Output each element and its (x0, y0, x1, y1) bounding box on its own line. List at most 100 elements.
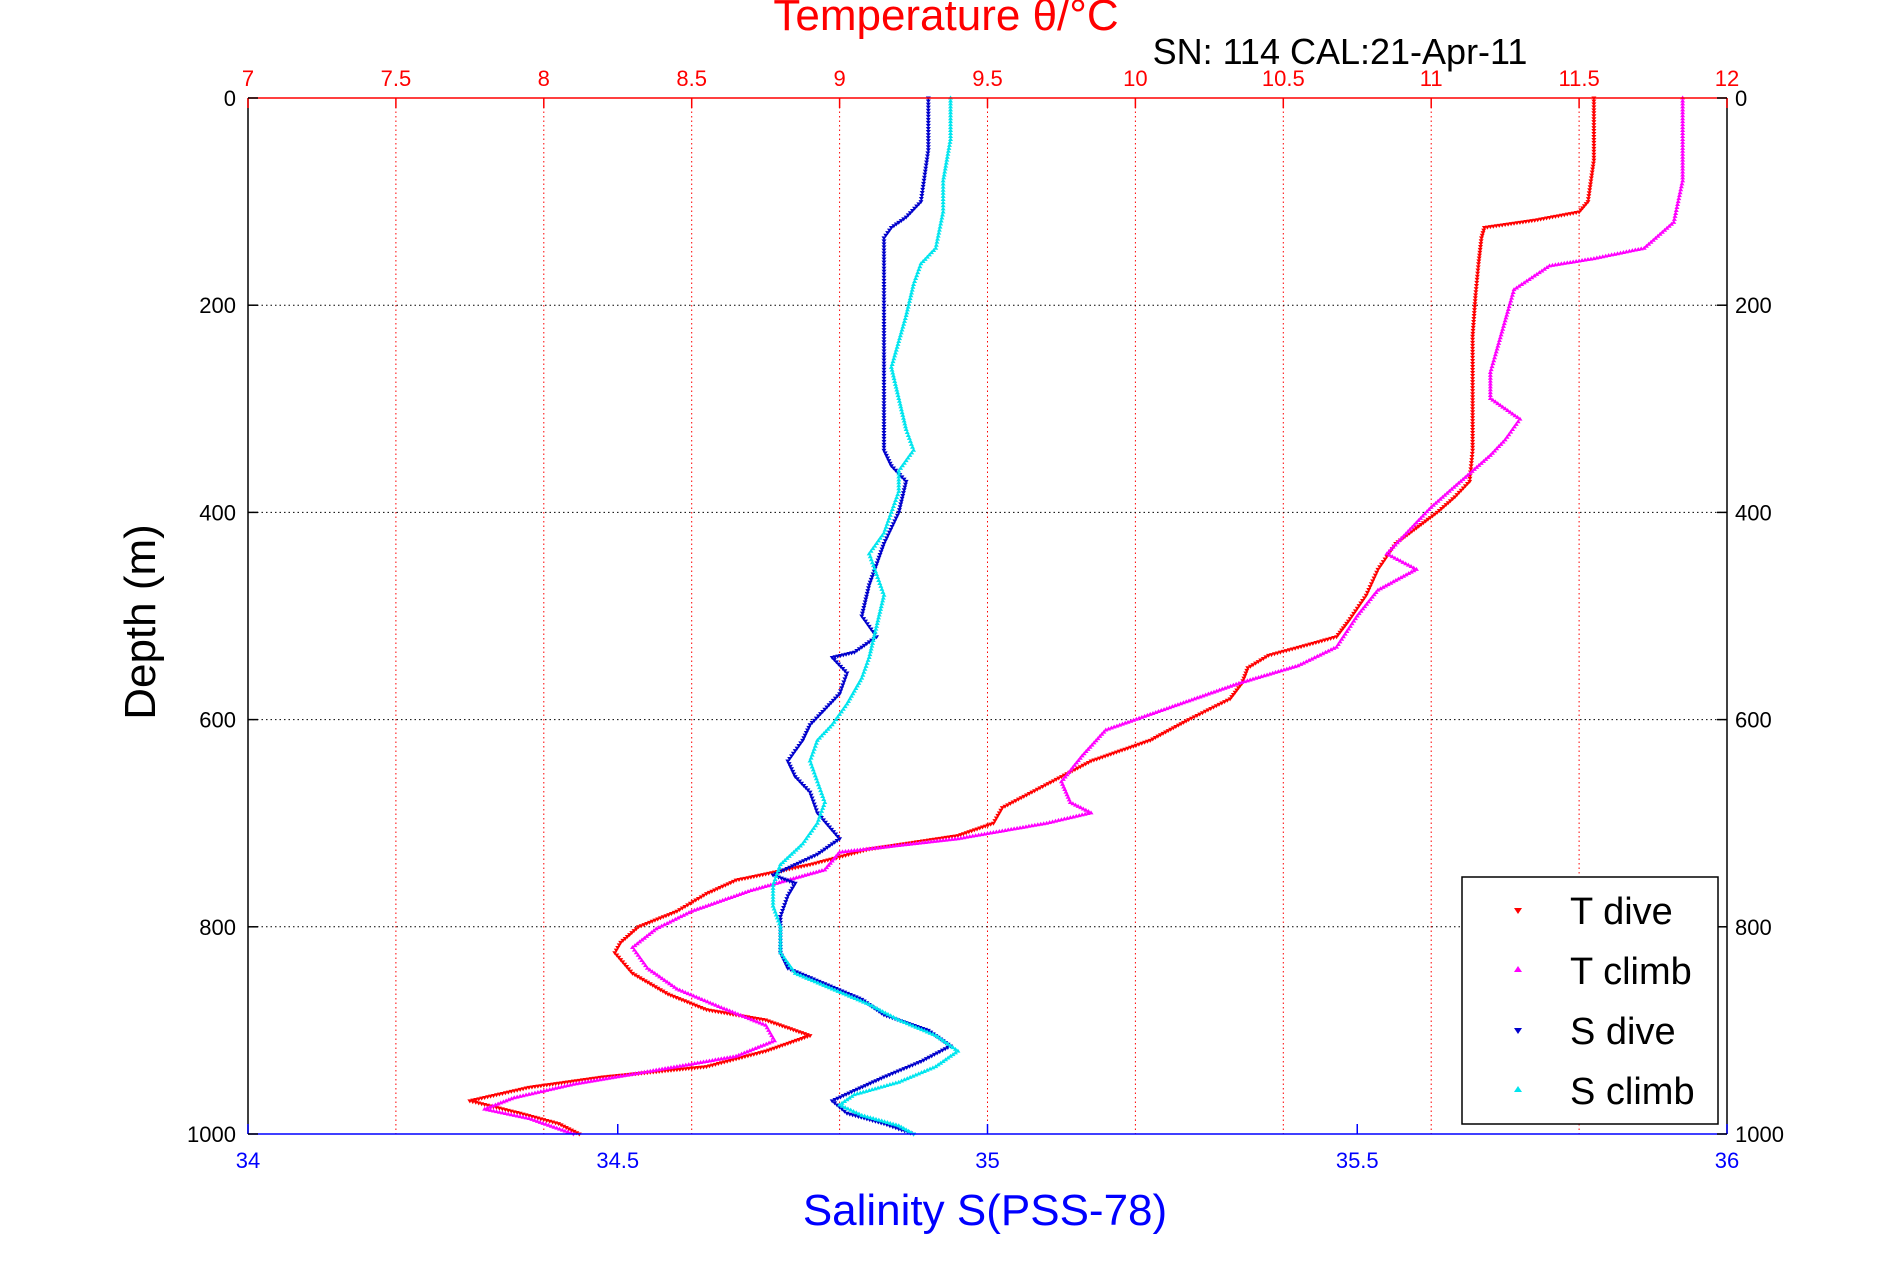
point-t-climb (1407, 526, 1413, 531)
point-s-climb (780, 860, 786, 865)
point-t-climb (621, 1073, 627, 1078)
point-t-climb (637, 955, 643, 960)
point-t-dive (1366, 588, 1372, 593)
point-s-dive (886, 530, 892, 535)
point-s-dive (863, 597, 869, 602)
point-t-dive (1458, 488, 1464, 493)
point-t-climb (1509, 292, 1515, 297)
point-t-climb (1511, 424, 1517, 429)
point-t-climb (745, 889, 751, 894)
point-t-dive (1478, 242, 1484, 247)
point-s-climb (866, 654, 872, 659)
point-t-climb (1673, 207, 1679, 212)
point-s-climb (910, 284, 916, 289)
axes (247, 97, 1728, 1135)
point-s-dive (783, 900, 789, 905)
point-s-climb (901, 1019, 907, 1024)
point-t-dive (1216, 702, 1222, 707)
point-t-dive (1589, 173, 1595, 178)
point-s-dive (881, 257, 887, 262)
point-s-climb (837, 1102, 843, 1107)
point-t-dive (628, 969, 634, 974)
point-t-dive (1018, 796, 1024, 801)
point-t-dive (620, 960, 626, 965)
point-s-dive (881, 315, 887, 320)
point-t-dive (1590, 164, 1596, 169)
point-s-dive (881, 291, 887, 296)
point-s-dive (925, 105, 931, 110)
point-t-climb (843, 849, 849, 854)
point-s-climb (813, 823, 819, 828)
point-t-climb (1205, 691, 1211, 696)
point-s-climb (936, 230, 942, 235)
point-s-climb (895, 341, 901, 346)
point-t-climb (514, 1113, 520, 1118)
point-s-climb (875, 538, 881, 543)
point-t-climb (1440, 494, 1446, 499)
point-s-dive (794, 777, 800, 782)
point-t-climb (724, 1007, 730, 1012)
point-s-dive (829, 655, 835, 660)
point-t-climb (1186, 698, 1192, 703)
point-t-climb (1680, 131, 1686, 136)
point-t-dive (671, 994, 677, 999)
point-s-dive (881, 266, 887, 271)
point-t-dive (1462, 484, 1468, 489)
point-s-dive (881, 419, 887, 424)
point-s-climb (915, 270, 921, 275)
point-t-dive (1374, 570, 1380, 575)
point-t-climb (750, 1047, 756, 1052)
point-t-climb (1653, 235, 1659, 240)
legend-entry-t-dive: T dive (1514, 891, 1673, 933)
point-t-climb (1618, 250, 1624, 255)
point-s-climb (880, 1009, 886, 1014)
point-t-climb (1680, 119, 1686, 124)
point-t-dive (1470, 386, 1476, 391)
point-t-climb (1375, 587, 1381, 592)
point-s-climb (945, 1055, 951, 1060)
point-t-dive (666, 913, 672, 918)
point-s-climb (837, 711, 843, 716)
point-t-climb (1505, 408, 1511, 413)
point-t-climb (1394, 540, 1400, 545)
point-t-dive (616, 955, 622, 960)
point-t-climb (1487, 384, 1493, 389)
point-s-climb (812, 773, 818, 778)
point-t-climb (1635, 246, 1641, 251)
point-t-climb (721, 1006, 727, 1011)
point-t-climb (1026, 823, 1032, 828)
point-t-climb (761, 1042, 767, 1047)
point-s-climb (877, 580, 883, 585)
point-t-climb (1385, 582, 1391, 587)
point-t-climb (692, 1061, 698, 1066)
point-t-climb (1390, 579, 1396, 584)
point-t-climb (492, 1102, 498, 1107)
point-s-climb (856, 1111, 862, 1116)
point-s-dive (898, 502, 904, 507)
point-t-dive (1470, 322, 1476, 327)
point-t-climb (1492, 448, 1498, 453)
point-s-climb (868, 557, 874, 562)
point-t-climb (506, 1097, 512, 1102)
point-s-dive (832, 1101, 838, 1106)
point-t-dive (1470, 334, 1476, 339)
point-t-climb (884, 844, 890, 849)
point-s-climb (864, 1114, 870, 1119)
point-s-climb (882, 527, 888, 532)
point-s-climb (870, 563, 876, 568)
point-s-dive (824, 823, 830, 828)
point-s-climb (798, 973, 804, 978)
point-s-climb (884, 1083, 890, 1088)
point-s-climb (876, 612, 882, 617)
legend-marker-t-climb (1514, 966, 1522, 972)
point-t-dive (1349, 614, 1355, 619)
point-t-climb (766, 1040, 772, 1045)
point-t-climb (505, 1111, 511, 1116)
point-s-dive (809, 796, 815, 801)
point-t-climb (710, 1001, 716, 1006)
point-t-dive (660, 915, 666, 920)
point-t-dive (682, 999, 688, 1004)
point-s-dive (806, 725, 812, 730)
point-t-climb (946, 837, 952, 842)
point-s-climb (924, 1067, 930, 1072)
